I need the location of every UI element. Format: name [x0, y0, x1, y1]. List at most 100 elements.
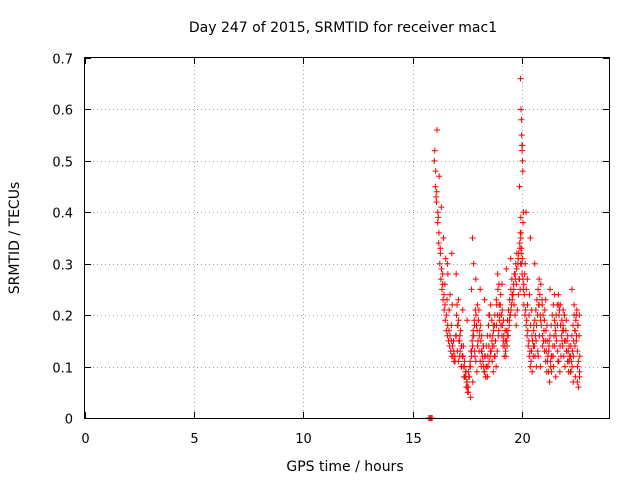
data-point — [449, 343, 456, 349]
data-point — [472, 276, 479, 283]
data-point — [519, 147, 526, 154]
y-axis-label: SRMTID / TECUs — [7, 182, 23, 295]
y-tick-label: 0.5 — [52, 156, 73, 171]
data-point — [530, 327, 537, 334]
data-point — [522, 307, 529, 313]
data-point — [443, 296, 450, 303]
data-point — [438, 265, 445, 272]
data-point — [509, 291, 516, 298]
data-point — [489, 343, 496, 349]
data-point — [481, 353, 488, 360]
data-point — [512, 276, 519, 283]
data-point — [442, 317, 449, 324]
data-point — [440, 235, 447, 241]
data-point — [568, 368, 575, 375]
data-point — [561, 312, 568, 319]
data-point — [539, 301, 546, 308]
data-point — [552, 327, 559, 334]
data-point — [490, 322, 497, 329]
data-point — [499, 281, 506, 288]
data-point — [517, 229, 524, 236]
data-point — [546, 379, 553, 385]
x-tick-label: 15 — [405, 432, 422, 447]
data-point — [489, 332, 496, 339]
x-tick-label: 5 — [190, 432, 198, 447]
data-point — [494, 286, 501, 293]
data-point — [467, 358, 474, 365]
data-point — [557, 343, 564, 349]
y-tick-label: 0.4 — [52, 207, 73, 222]
x-axis-label: GPS time / hours — [286, 459, 403, 475]
data-point — [531, 317, 538, 324]
data-point — [494, 348, 501, 355]
data-point — [447, 291, 454, 298]
data-point — [513, 281, 520, 288]
data-point — [540, 312, 547, 319]
data-point — [493, 363, 500, 370]
data-point — [456, 332, 463, 339]
data-point — [470, 260, 477, 267]
data-point — [513, 322, 520, 329]
data-point — [448, 322, 455, 329]
data-point — [574, 322, 581, 329]
data-point — [481, 368, 488, 375]
data-point — [519, 157, 526, 164]
data-point — [548, 368, 555, 375]
data-point — [523, 317, 530, 324]
data-point — [478, 348, 485, 355]
data-point — [455, 296, 462, 303]
data-point — [431, 157, 438, 164]
data-point — [504, 343, 511, 349]
data-point — [554, 348, 561, 355]
data-point — [524, 276, 531, 283]
data-point — [575, 358, 582, 365]
data-point — [484, 332, 491, 339]
data-point — [500, 317, 507, 324]
data-point — [444, 260, 451, 267]
data-point — [531, 260, 538, 267]
data-point — [482, 373, 489, 380]
data-point — [574, 379, 581, 385]
data-point — [525, 337, 532, 344]
data-point — [573, 332, 580, 339]
data-point — [530, 322, 537, 329]
y-tick-label: 0.6 — [52, 104, 73, 119]
data-point — [431, 147, 438, 154]
data-point — [519, 142, 526, 149]
data-point — [456, 353, 463, 360]
data-point — [537, 363, 544, 370]
data-point — [535, 353, 542, 360]
data-point — [570, 353, 577, 360]
data-point — [574, 363, 581, 370]
data-point — [565, 358, 572, 365]
data-point — [564, 337, 571, 344]
data-point — [499, 307, 506, 313]
data-point — [469, 379, 476, 385]
data-point — [435, 240, 442, 247]
data-point — [542, 296, 549, 303]
data-point — [571, 327, 578, 334]
data-point — [515, 291, 522, 298]
data-point — [487, 301, 494, 308]
data-point — [556, 368, 563, 375]
data-point — [477, 337, 484, 344]
data-point — [570, 337, 577, 344]
data-point — [553, 337, 560, 344]
data-point — [476, 332, 483, 339]
chart-title: Day 247 of 2015, SRMTID for receiver mac… — [189, 20, 497, 36]
data-point — [433, 199, 440, 205]
x-tick-label: 10 — [295, 432, 312, 447]
data-point — [490, 368, 497, 375]
data-point — [560, 353, 567, 360]
data-point — [437, 276, 444, 283]
data-point — [573, 312, 580, 319]
data-point — [485, 363, 492, 370]
data-point — [506, 322, 513, 329]
data-point — [552, 373, 559, 380]
data-point — [469, 337, 476, 344]
data-point — [450, 337, 457, 344]
data-point — [528, 307, 535, 313]
data-point — [506, 312, 513, 319]
data-point — [503, 265, 510, 272]
data-point — [535, 286, 542, 293]
